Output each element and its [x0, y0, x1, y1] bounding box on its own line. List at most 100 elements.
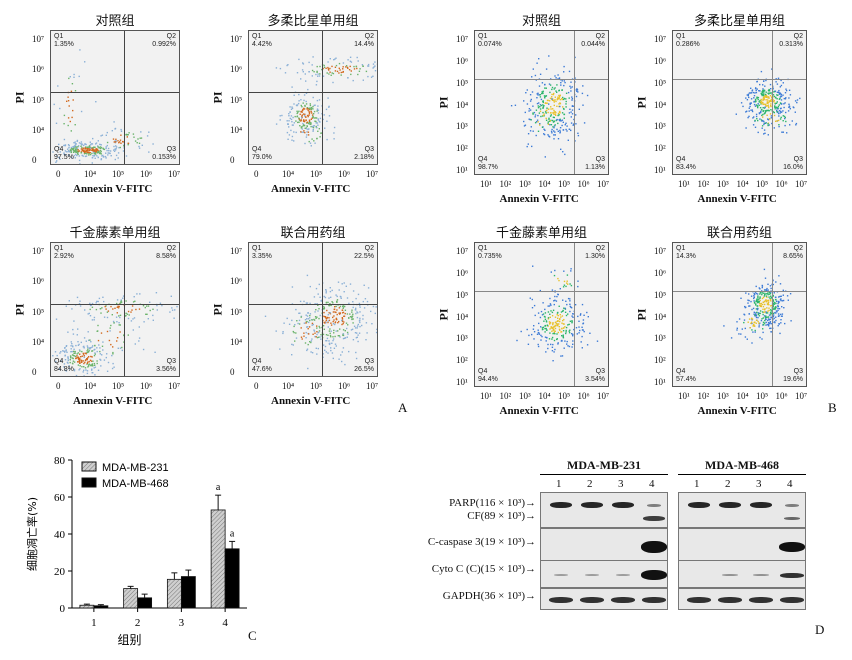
flow-event-dot — [97, 324, 99, 327]
flow-event-dot — [568, 70, 571, 73]
flow-event-dot — [543, 128, 545, 130]
quadrant-label-q3v: 3.56% — [156, 366, 176, 373]
flow-event-dot — [778, 296, 780, 298]
flow-event-dot — [72, 146, 74, 148]
flow-event-dot — [325, 290, 327, 292]
flow-event-dot — [79, 358, 81, 361]
flow-event-dot — [541, 92, 543, 95]
flow-event-dot — [353, 325, 356, 327]
flow-event-dot — [88, 347, 91, 349]
flow-event-dot — [569, 108, 571, 110]
flow-event-dot — [346, 313, 349, 315]
flow-event-dot — [299, 125, 301, 127]
flow-event-dot — [342, 307, 344, 309]
flow-event-dot — [76, 140, 78, 142]
flow-event-dot — [764, 277, 767, 279]
flow-event-dot — [777, 325, 779, 327]
flow-event-dot — [96, 362, 98, 365]
flow-event-dot — [770, 117, 772, 119]
flow-event-dot — [117, 157, 119, 159]
bar-MDA-MB-231-2 — [123, 588, 139, 609]
flow-event-dot — [567, 297, 570, 300]
flow-event-dot — [116, 337, 119, 339]
flow-event-dot — [526, 89, 528, 91]
flow-event-dot — [330, 347, 332, 349]
y-tick-label: 10³ — [654, 121, 666, 132]
flow-event-dot — [551, 330, 553, 332]
flow-event-dot — [119, 146, 121, 149]
flow-event-dot — [551, 88, 553, 91]
flow-event-dot — [296, 72, 299, 74]
flow-event-dot — [761, 127, 763, 129]
lane-number: 3 — [618, 478, 624, 490]
flow-event-dot — [764, 106, 766, 108]
flow-event-dot — [555, 323, 558, 325]
flow-event-dot — [130, 320, 133, 322]
flow-event-dot — [85, 340, 87, 342]
flow-event-dot — [749, 327, 751, 329]
flow-event-dot — [136, 142, 138, 144]
flow-event-dot — [553, 101, 555, 103]
flow-event-dot — [323, 295, 325, 298]
flow-event-dot — [577, 285, 579, 288]
flow-event-dot — [552, 329, 554, 331]
flow-event-dot — [772, 88, 774, 91]
flow-event-dot — [751, 110, 754, 113]
flow-event-dot — [764, 308, 766, 310]
flow-event-dot — [587, 316, 589, 318]
flow-event-dot — [748, 305, 750, 307]
flow-event-dot — [92, 345, 94, 347]
flow-event-dot — [542, 106, 545, 108]
flow-event-dot — [96, 347, 98, 349]
flow-event-dot — [307, 134, 310, 136]
flow-event-dot — [287, 123, 289, 125]
flow-event-dot — [317, 105, 319, 107]
flow-event-dot — [298, 119, 301, 121]
flow-event-dot — [305, 302, 308, 304]
flow-event-dot — [292, 344, 294, 346]
flow-event-dot — [755, 319, 758, 321]
flow-event-dot — [367, 75, 369, 78]
flow-event-dot — [58, 146, 60, 149]
flow-event-dot — [541, 335, 543, 338]
flow-event-dot — [116, 340, 118, 342]
flow-event-dot — [98, 151, 100, 153]
flow-event-dot — [752, 307, 755, 310]
flow-event-dot — [548, 338, 551, 340]
flow-event-dot — [751, 322, 753, 325]
protein-band — [780, 572, 804, 578]
flow-event-dot — [93, 367, 95, 369]
flow-event-dot — [537, 121, 539, 123]
flow-event-dot — [541, 327, 544, 329]
flow-event-dot — [556, 324, 558, 327]
quadrant-label-q4v: 98.7% — [478, 164, 498, 171]
flow-event-dot — [544, 96, 546, 99]
flow-event-dot — [99, 347, 101, 349]
y-tick-label: 10⁷ — [456, 246, 469, 256]
flow-event-dot — [773, 303, 776, 305]
flow-event-dot — [348, 317, 350, 319]
y-tick-label: 10⁵ — [654, 77, 667, 88]
flow-event-dot — [143, 321, 145, 323]
flow-event-dot — [764, 103, 766, 106]
flow-event-dot — [316, 71, 318, 73]
flow-event-dot — [67, 96, 69, 98]
flow-event-dot — [552, 98, 554, 100]
flow-event-dot — [308, 121, 311, 124]
flow-event-dot — [299, 300, 302, 303]
flow-event-dot — [101, 307, 103, 309]
flow-event-dot — [565, 98, 567, 100]
flow-event-dot — [334, 70, 337, 72]
flow-event-dot — [81, 366, 83, 368]
flow-event-dot — [309, 108, 311, 111]
flow-event-dot — [556, 128, 558, 131]
flow-event-dot — [755, 314, 757, 316]
flow-event-dot — [82, 371, 84, 373]
flow-event-dot — [314, 332, 316, 334]
flow-event-dot — [77, 151, 79, 153]
flow-event-dot — [557, 130, 559, 132]
flow-event-dot — [550, 271, 552, 273]
flow-event-dot — [312, 129, 314, 131]
flow-event-dot — [286, 64, 288, 67]
y-tick-label: 10³ — [654, 333, 666, 344]
